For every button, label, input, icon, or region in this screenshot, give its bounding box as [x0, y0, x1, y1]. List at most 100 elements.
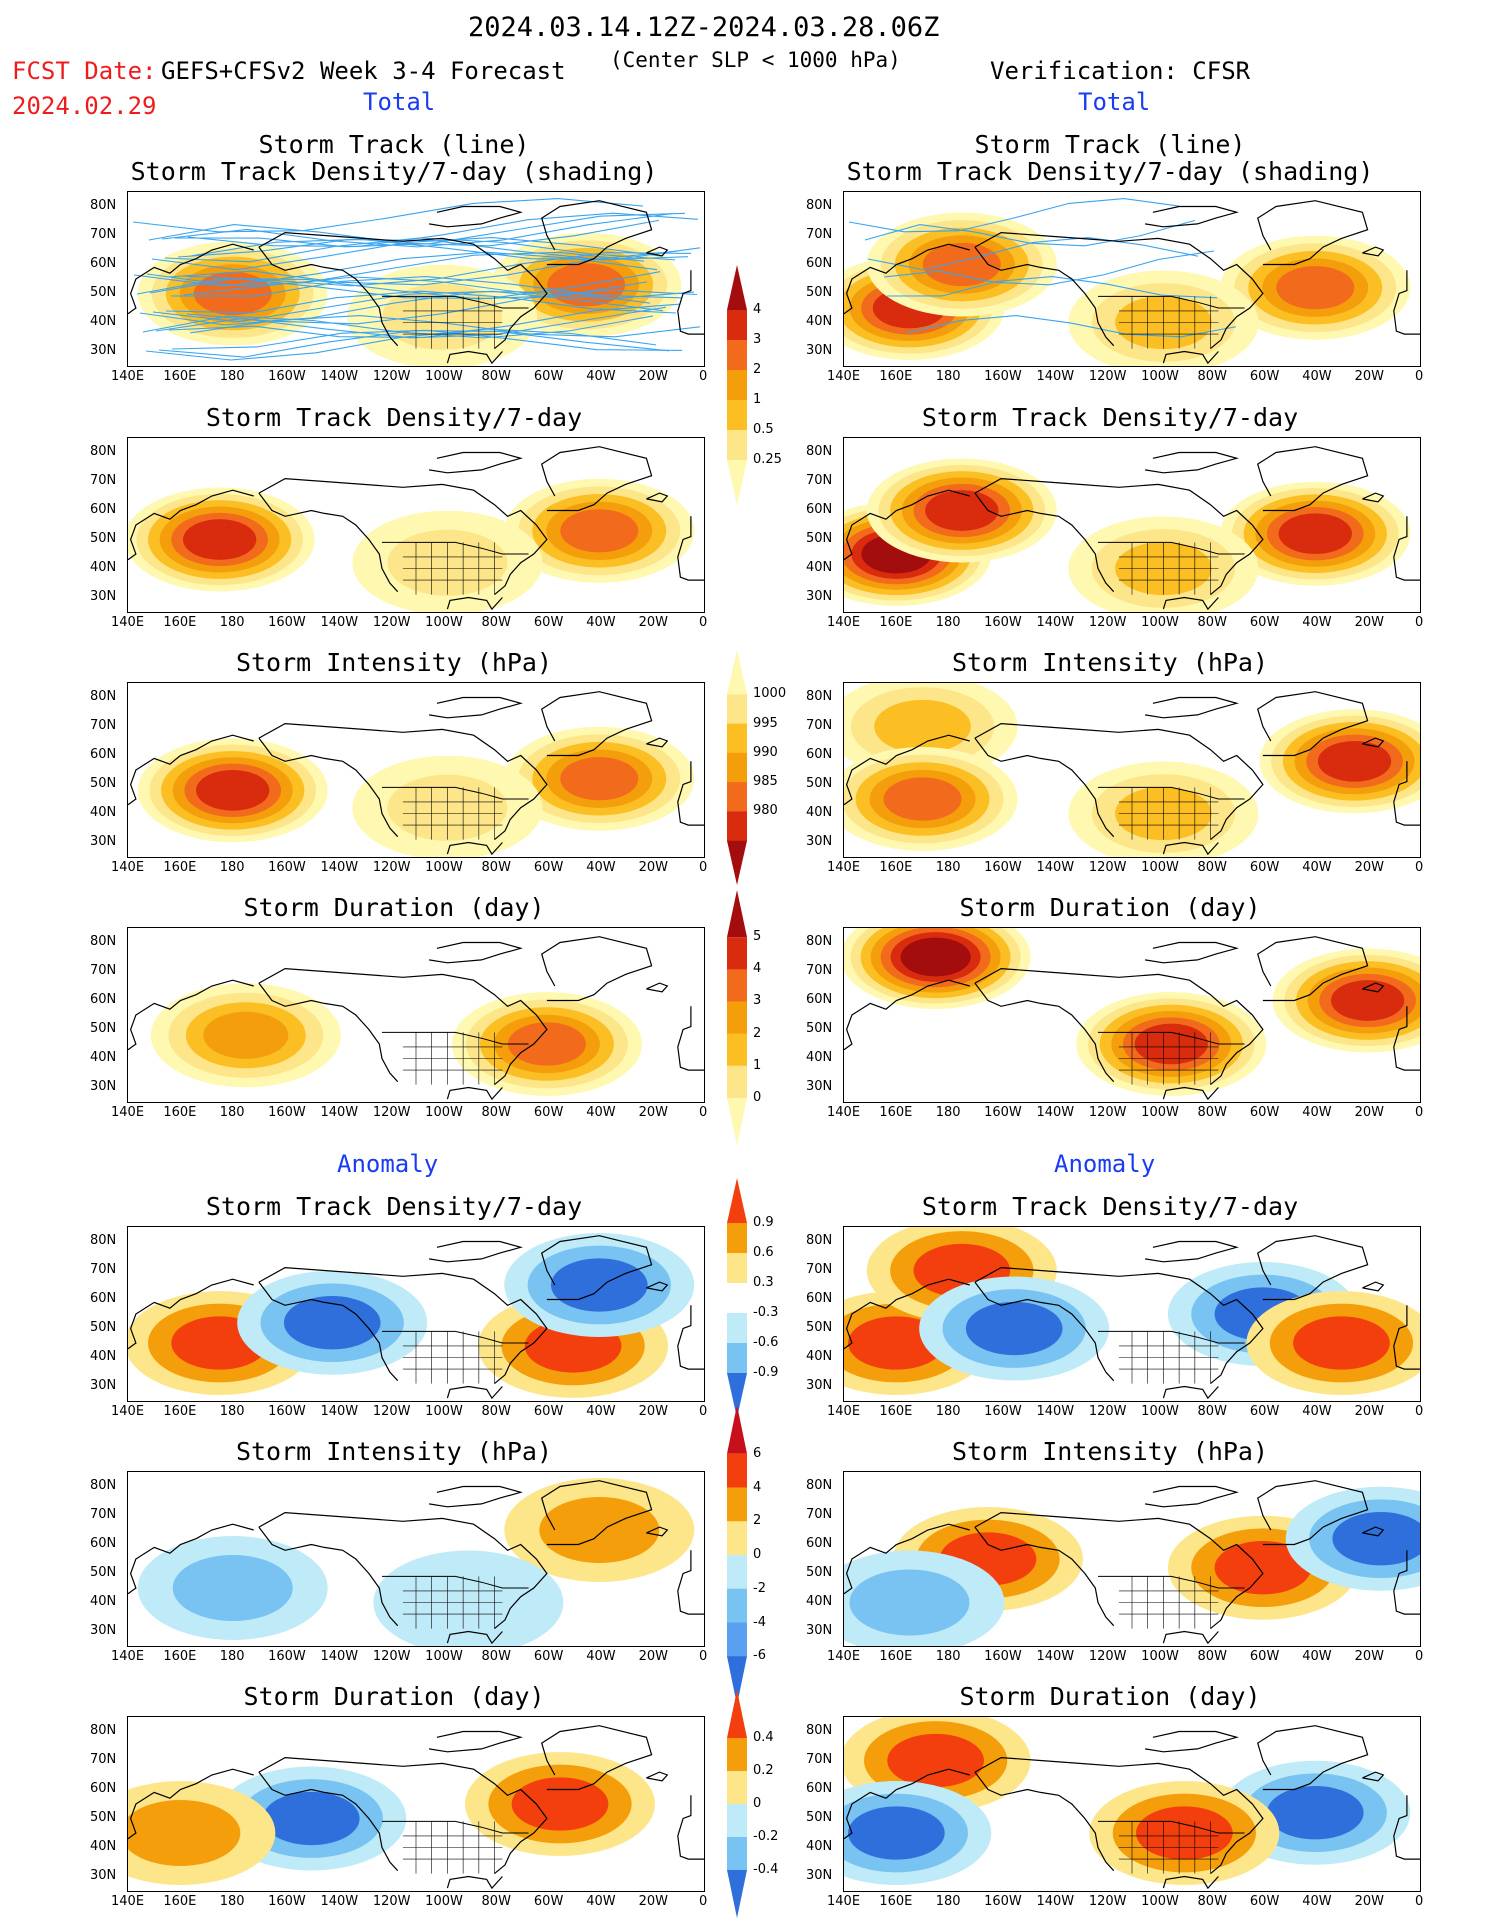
coastlines: [128, 446, 704, 611]
lon-tick-label: 40W: [586, 860, 616, 875]
lat-tick-label: 80N: [806, 1722, 833, 1738]
lon-tick-label: 180: [219, 1649, 245, 1664]
title-density-anom-right: Storm Track Density/7-day: [921, 1192, 1299, 1221]
lon-tick-label: 0: [699, 1649, 708, 1664]
map-svg: [844, 198, 1420, 366]
coastline: [429, 1240, 523, 1263]
coastline: [974, 1526, 1115, 1627]
coastline: [1145, 1730, 1239, 1753]
lat-tick-label: 50N: [806, 1319, 833, 1335]
coastlines: [128, 691, 704, 856]
lat-tick-label: 60N: [806, 1535, 833, 1551]
colorbar-label: -4: [753, 1614, 766, 1630]
lon-tick-label: 140W: [320, 1105, 359, 1120]
lon-tick-label: 160E: [163, 860, 197, 875]
coastline: [1145, 205, 1239, 228]
track-line: [183, 276, 695, 300]
lon-tick-label: 20W: [1354, 1894, 1385, 1909]
lat-tick-label: 50N: [90, 284, 117, 300]
lon-tick-label: 40W: [586, 615, 616, 630]
lon-tick-label: 140W: [320, 1894, 359, 1909]
colorbar-intensity: 1000 995 990 985 980: [725, 650, 805, 885]
lon-tick-label: 40W: [586, 1404, 616, 1419]
lat-tick-label: 80N: [806, 443, 833, 459]
heat-blob: [1285, 1486, 1420, 1591]
colorbar-swatch: [727, 1405, 747, 1454]
colorbar-label: 1000: [753, 686, 787, 702]
lon-tick-label: 140E: [827, 860, 861, 875]
coastlines: [844, 691, 1420, 856]
colorbar-swatches: [727, 890, 747, 1145]
colorbar-label: 1: [753, 1057, 762, 1073]
title-duration-right: Storm Duration (day): [959, 893, 1261, 922]
state-lines: [1118, 542, 1219, 595]
lon-tick-label: 160W: [268, 1649, 306, 1664]
heat-ring: [203, 1011, 289, 1059]
lon-tick-label: 100W: [1141, 1105, 1179, 1120]
heat-ring: [900, 937, 971, 977]
heat-ring: [373, 1550, 564, 1646]
lon-tick-label: 40W: [586, 1894, 616, 1909]
coastline: [844, 1523, 970, 1595]
state-lines: [402, 1821, 503, 1874]
colorbar-swatch: [727, 1033, 747, 1067]
total-label-right: Total: [1078, 88, 1151, 116]
us-border: [1097, 786, 1245, 800]
lon-tick-label: 160W: [984, 1894, 1022, 1909]
lon-tick-label: 80W: [481, 615, 511, 630]
coastline: [974, 1756, 1264, 1875]
coastlines: [128, 1725, 704, 1890]
colorbar-density-anom: 0.9 0.6 0.3 -0.3 -0.6 -0.9: [725, 1178, 805, 1418]
title-density-anom-left: Storm Track Density/7-day: [205, 1192, 583, 1221]
colorbar-label: 3: [753, 993, 762, 1009]
colorbar-label: 0.2: [753, 1763, 774, 1778]
lon-tick-label: 80W: [1197, 1105, 1227, 1120]
coastline: [1362, 1281, 1385, 1292]
lat-tick-label: 80N: [806, 688, 833, 704]
colorbar-label: 4: [753, 302, 762, 317]
lon-tick-label: 60W: [533, 1894, 564, 1909]
lon-tick-label: 140E: [111, 615, 145, 630]
lat-tick-label: 60N: [806, 1780, 833, 1796]
lon-tick-label: 40W: [1302, 1894, 1332, 1909]
track-line: [864, 219, 1196, 247]
colorbar-label: -0.3: [753, 1305, 779, 1320]
coastline: [540, 1235, 653, 1301]
lat-tick-label: 60N: [90, 501, 117, 517]
coastline: [646, 1281, 669, 1292]
lon-tick-label: 40W: [1302, 369, 1332, 384]
lat-tick-label: 50N: [90, 1564, 117, 1580]
lon-tick-label: 180: [935, 369, 961, 384]
colorbar-label: 990: [753, 744, 778, 760]
lon-tick-label: 120W: [372, 1649, 411, 1664]
lon-tick-label: 140E: [827, 615, 861, 630]
coastline: [258, 1281, 399, 1382]
track-line: [139, 290, 651, 326]
coastline: [1145, 941, 1239, 964]
heat-ring: [128, 1800, 241, 1866]
lon-tick-label: 140E: [111, 1404, 145, 1419]
track-line: [136, 277, 648, 300]
lat-tick-label: 70N: [806, 717, 833, 733]
lon-tick-label: 140W: [320, 1649, 359, 1664]
lon-tick-label: 120W: [1088, 615, 1127, 630]
colorbar-swatch: [727, 370, 747, 401]
coastline: [974, 246, 1115, 347]
state-lines: [402, 1331, 503, 1384]
map-svg: [844, 1717, 1420, 1890]
lat-tick-label: 30N: [90, 342, 117, 358]
coastline: [258, 967, 548, 1086]
colorbar-swatch: [727, 1690, 747, 1738]
lat-tick-label: 60N: [90, 1780, 117, 1796]
lon-tick-label: 0: [1415, 369, 1424, 384]
colorbar-swatch: [727, 1870, 747, 1918]
coastline: [540, 691, 653, 757]
colorbar-label: -2: [753, 1580, 766, 1596]
coastline: [677, 761, 704, 826]
colorbar-swatch: [727, 937, 747, 970]
lon-tick-label: 20W: [1354, 1404, 1385, 1419]
lon-tick-label: 100W: [1141, 1404, 1179, 1419]
lon-tick-label: 20W: [1354, 369, 1385, 384]
colorbar-swatch: [727, 1097, 747, 1145]
coastline: [646, 246, 669, 257]
